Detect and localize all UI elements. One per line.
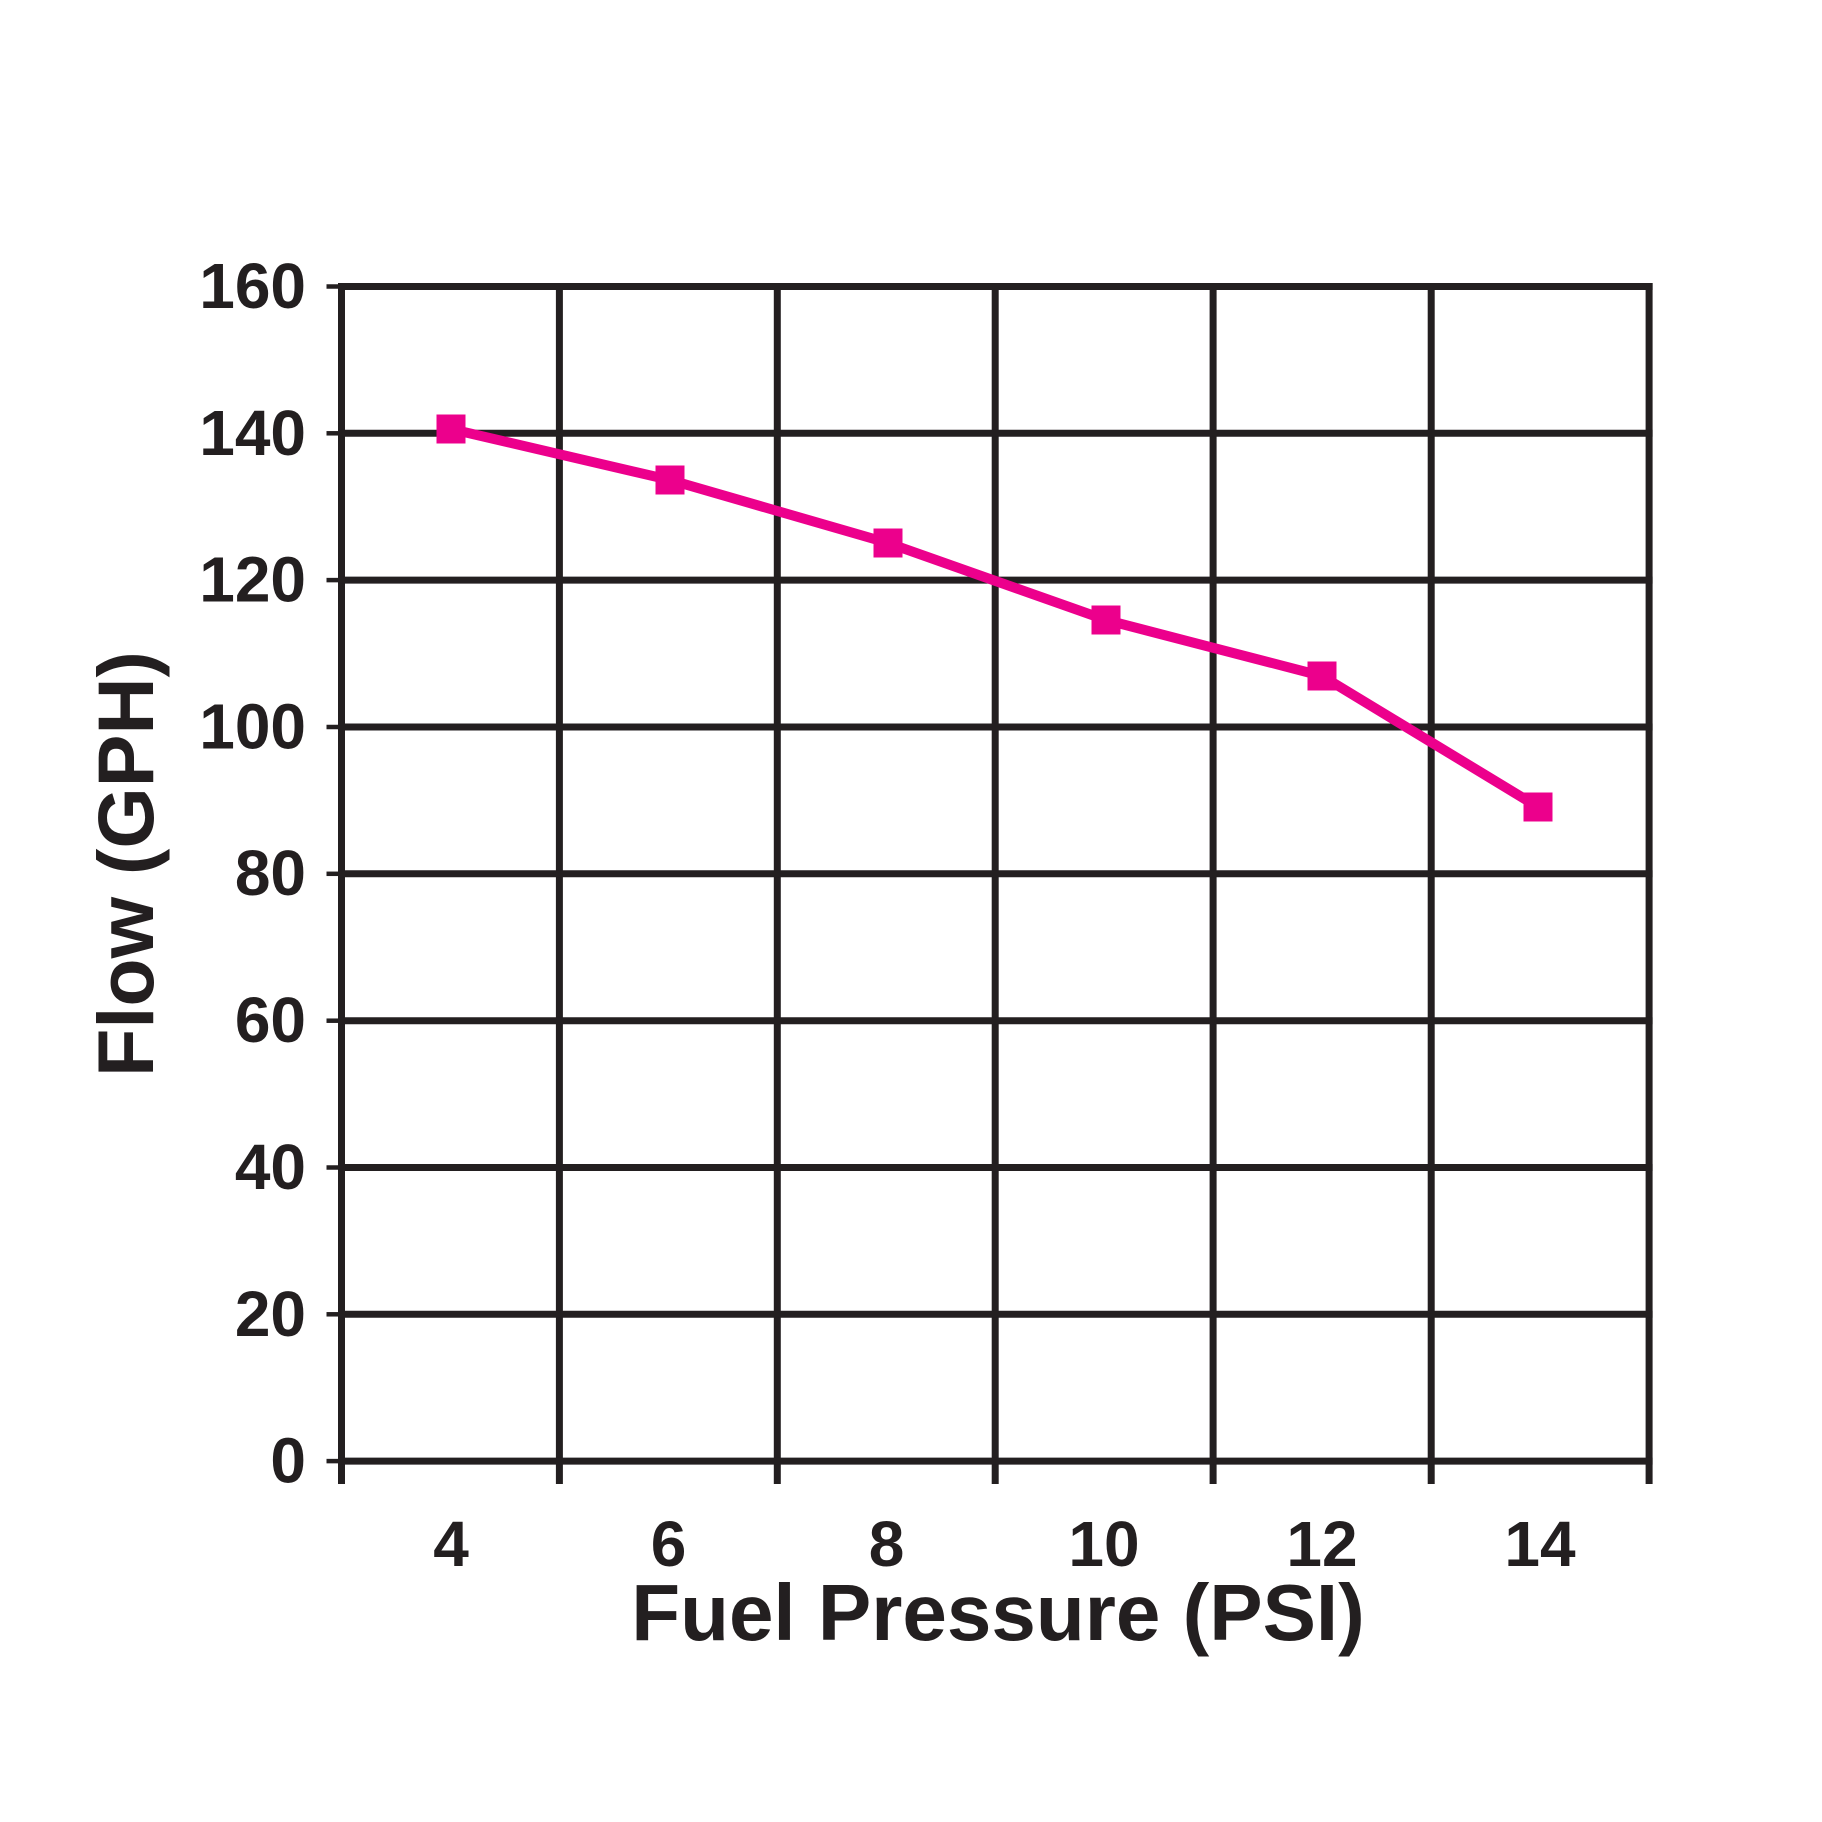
svg-text:8: 8 <box>869 1508 905 1580</box>
svg-text:6: 6 <box>651 1508 687 1580</box>
svg-text:10: 10 <box>1068 1508 1139 1580</box>
svg-text:20: 20 <box>235 1278 306 1350</box>
svg-text:40: 40 <box>235 1131 306 1203</box>
svg-text:0: 0 <box>270 1425 306 1497</box>
svg-text:120: 120 <box>199 544 306 616</box>
svg-text:Flow (GPH): Flow (GPH) <box>81 651 170 1077</box>
svg-text:Fuel Pressure (PSI): Fuel Pressure (PSI) <box>631 1568 1365 1657</box>
svg-text:60: 60 <box>235 984 306 1056</box>
svg-text:100: 100 <box>199 691 306 763</box>
svg-text:12: 12 <box>1286 1508 1357 1580</box>
svg-text:140: 140 <box>199 397 306 469</box>
svg-text:4: 4 <box>433 1508 469 1580</box>
svg-text:80: 80 <box>235 837 306 909</box>
svg-text:160: 160 <box>199 250 306 322</box>
svg-text:14: 14 <box>1504 1508 1576 1580</box>
